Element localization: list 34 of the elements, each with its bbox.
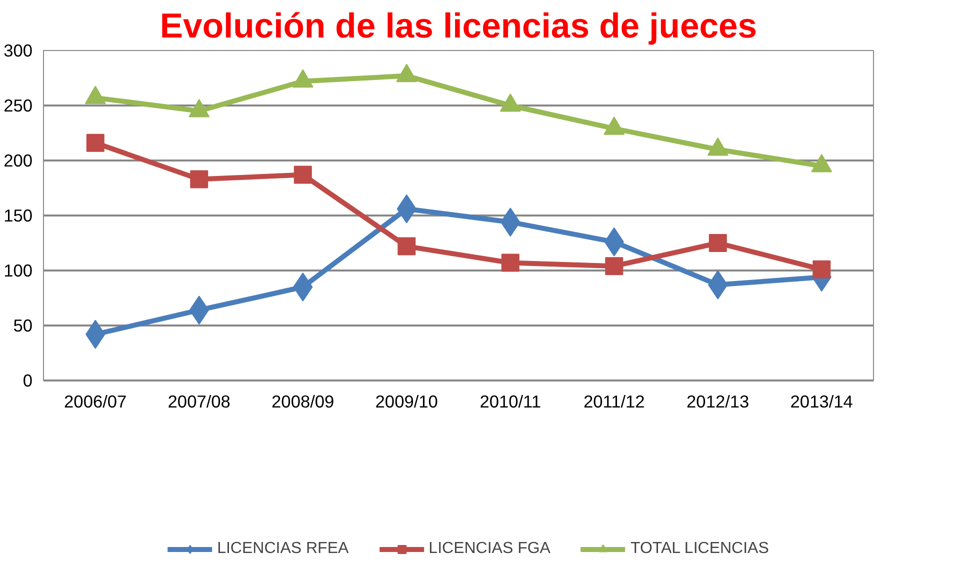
x-tick-label: 2006/07 <box>64 392 127 412</box>
y-tick-label: 250 <box>4 96 33 116</box>
point <box>396 64 418 82</box>
point <box>708 234 727 252</box>
point <box>604 116 625 135</box>
x-tick-label: 2011/12 <box>583 392 645 412</box>
point <box>707 137 728 156</box>
y-tick-label: 200 <box>4 150 33 170</box>
point <box>811 154 832 172</box>
point <box>812 260 831 278</box>
point <box>501 254 520 272</box>
y-tick-label: 150 <box>4 206 33 226</box>
point <box>500 93 521 112</box>
x-tick-label: 2013/14 <box>790 392 854 412</box>
point <box>190 170 208 188</box>
legend-label: LICENCIAS FGA <box>428 540 550 558</box>
x-tick-label: 2009/10 <box>375 392 438 412</box>
x-tick-label: 2007/08 <box>168 392 230 412</box>
chart-title: Evolución de las licencias de jueces <box>160 8 758 46</box>
legend-label: TOTAL LICENCIAS <box>630 540 769 558</box>
y-tick-label: 300 <box>4 40 33 60</box>
x-tick-label: 2012/13 <box>686 392 750 412</box>
point <box>398 237 416 256</box>
legend-label: LICENCIAS RFEA <box>217 540 349 558</box>
point <box>605 257 624 276</box>
point <box>294 166 312 184</box>
y-tick-label: 50 <box>13 316 33 336</box>
point <box>188 98 210 118</box>
point <box>292 69 314 88</box>
y-tick-label: 100 <box>4 260 33 280</box>
x-tick-label: 2008/09 <box>272 392 334 412</box>
point <box>84 86 106 104</box>
x-tick-label: 2010/11 <box>480 392 542 412</box>
y-tick-label: 0 <box>22 370 33 390</box>
